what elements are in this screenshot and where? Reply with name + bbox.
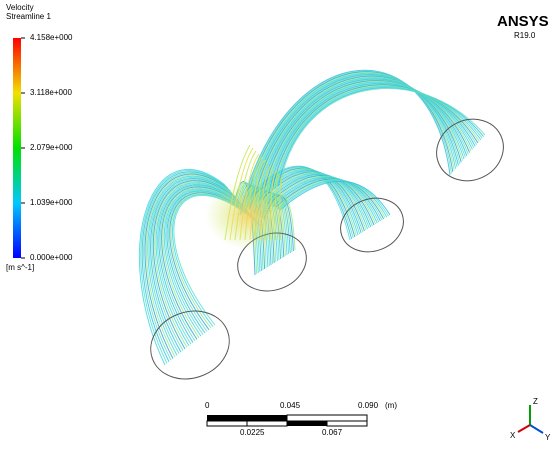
- scale-label: 0.090: [358, 401, 379, 410]
- legend-subtitle: Streamline 1: [6, 12, 51, 21]
- scale-segment: [287, 415, 367, 421]
- legend-label: 0.000e+000: [30, 253, 73, 262]
- legend-label: 2.079e+000: [30, 143, 73, 152]
- page: Velocity Streamline 1 [m s^-1] ANSYS R19…: [0, 0, 555, 463]
- triad-label: Y: [545, 433, 551, 442]
- scale-label: 0.0225: [240, 428, 265, 437]
- scale-bar: 0 0.045 0.090 (m) 0.0225 0.067: [205, 401, 397, 437]
- scale-label: 0: [205, 401, 210, 410]
- brand-version: R19.0: [514, 31, 536, 40]
- inlet-core: [205, 180, 295, 250]
- scale-segment: [207, 421, 247, 426]
- legend-label: 4.158e+000: [30, 33, 73, 42]
- legend-label: 3.118e+000: [30, 88, 72, 97]
- color-bar: [13, 38, 21, 258]
- triad-label: Z: [533, 397, 538, 406]
- brand-name: ANSYS: [497, 13, 549, 30]
- triad-axis: [518, 425, 530, 432]
- scale-segment: [247, 421, 287, 426]
- legend-label: 1.039e+000: [30, 198, 73, 207]
- streamlines: [139, 70, 485, 365]
- scale-label: 0.045: [280, 401, 301, 410]
- scale-segment: [207, 415, 287, 421]
- legend-units: [m s^-1]: [6, 263, 34, 272]
- scale-label: 0.067: [322, 428, 343, 437]
- axis-triad: Z X Y: [510, 397, 551, 442]
- scale-segment: [327, 421, 367, 426]
- viewport: Velocity Streamline 1 [m s^-1] ANSYS R19…: [0, 0, 555, 463]
- scale-segment: [287, 421, 327, 426]
- legend-title: Velocity: [6, 3, 34, 12]
- triad-axis: [530, 425, 543, 433]
- scale-unit: (m): [385, 401, 397, 410]
- triad-label: X: [510, 431, 516, 440]
